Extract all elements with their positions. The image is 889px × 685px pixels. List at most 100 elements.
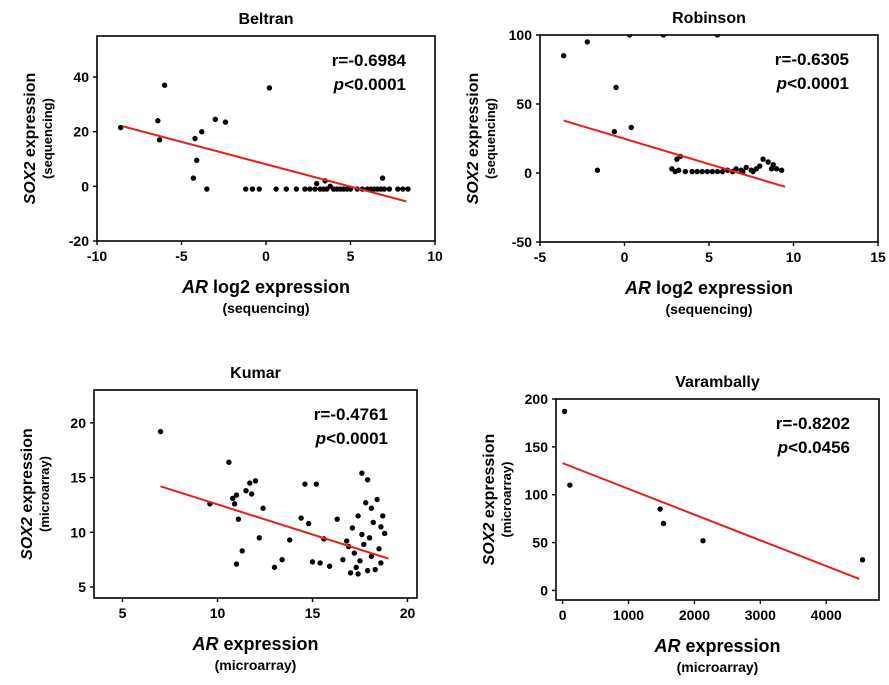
data-points	[157, 428, 388, 577]
data-point	[271, 564, 278, 571]
y-axis-label-group: SOX2 expression	[22, 73, 39, 205]
x-axis-label-rest: expression	[218, 634, 318, 654]
data-point	[353, 564, 359, 571]
y-tick-label: 5	[78, 579, 86, 595]
data-point	[567, 482, 573, 488]
y-tick-label: 100	[525, 487, 549, 503]
x-axis-label: AR expression	[653, 636, 780, 656]
x-tick-label: 10	[786, 249, 802, 265]
regression-line	[562, 462, 860, 580]
data-point	[287, 537, 293, 543]
x-tick-label: 15	[305, 605, 321, 621]
data-point	[368, 553, 375, 560]
data-point	[340, 556, 346, 563]
data-point	[743, 164, 749, 171]
stat-p-italic: p	[776, 74, 787, 93]
data-point	[157, 428, 164, 435]
x-tick-label: 4000	[811, 607, 842, 623]
x-tick-label: 5	[119, 605, 127, 621]
data-point	[379, 175, 386, 181]
regression-line	[122, 125, 407, 203]
x-axis-sublabel: (microarray)	[677, 659, 759, 675]
data-point	[256, 186, 262, 192]
data-point	[859, 557, 866, 563]
data-point	[382, 530, 388, 537]
stat-r: r=-0.4761	[314, 405, 388, 424]
data-point	[326, 563, 333, 569]
data-point	[770, 162, 776, 168]
data-point	[309, 559, 316, 565]
data-point	[212, 116, 218, 123]
stat-p-rest: <0.0001	[787, 74, 849, 93]
data-point	[660, 35, 667, 38]
x-tick-label: 0	[262, 248, 270, 264]
data-point	[378, 524, 384, 530]
data-point	[376, 546, 382, 552]
data-point	[613, 84, 619, 91]
data-point	[243, 186, 249, 192]
data-point	[657, 506, 663, 512]
data-point	[233, 561, 240, 567]
data-point	[199, 128, 205, 135]
x-tick-label: 10	[427, 248, 443, 264]
y-tick-label: 20	[70, 415, 86, 431]
data-point	[302, 186, 308, 192]
data-point	[359, 470, 365, 476]
data-point	[675, 167, 682, 173]
data-point	[334, 516, 340, 522]
data-point	[611, 128, 618, 135]
y-tick-label: -50	[512, 234, 532, 250]
x-tick-label: 0	[621, 249, 629, 265]
stat-p: p<0.0001	[776, 74, 849, 93]
data-point	[349, 525, 356, 531]
data-point	[378, 560, 384, 566]
data-point	[561, 408, 568, 415]
chart-title: Robinson	[672, 10, 746, 27]
x-tick-label: 5	[705, 249, 713, 265]
data-point	[298, 515, 304, 521]
x-axis-sublabel: (microarray)	[215, 657, 297, 673]
x-axis-sublabel: (sequencing)	[222, 300, 309, 316]
data-point	[344, 538, 350, 544]
stat-r: r=-0.8202	[776, 414, 850, 433]
x-axis-label-rest: log2 expression	[651, 278, 793, 298]
y-axis-label-group: SOX2 expression	[465, 73, 482, 205]
x-tick-label: 10	[210, 605, 226, 621]
stat-p: p<0.0456	[777, 438, 850, 457]
y-axis-label-rest: expression	[465, 73, 482, 162]
stat-p-italic: p	[777, 438, 788, 457]
data-point	[283, 186, 289, 192]
y-tick-label: 40	[73, 69, 89, 85]
regression-line	[563, 119, 786, 188]
data-point	[719, 168, 726, 175]
y-axis-label-italic: SOX2	[22, 162, 39, 205]
data-point	[361, 541, 367, 548]
data-points	[117, 82, 411, 192]
y-tick-label: 150	[525, 439, 549, 455]
stat-r: r=-0.6305	[775, 50, 849, 69]
y-tick-label: 20	[73, 124, 89, 140]
y-axis-label: SOX2 expression	[481, 434, 498, 566]
data-point	[190, 175, 197, 181]
y-axis-label-group: SOX2 expression	[19, 428, 36, 560]
data-point	[231, 501, 238, 507]
data-point	[400, 186, 406, 192]
data-point	[380, 513, 386, 519]
data-point	[117, 124, 124, 131]
x-axis-label-italic: AR	[191, 634, 218, 654]
y-tick-label: -20	[69, 233, 89, 249]
data-point	[239, 548, 245, 554]
data-point	[370, 519, 376, 526]
data-point	[204, 186, 210, 192]
x-axis-label-rest: expression	[680, 636, 780, 656]
stat-p-rest: <0.0001	[326, 429, 388, 448]
data-point	[355, 513, 361, 519]
data-point	[302, 481, 308, 487]
data-point	[760, 156, 766, 162]
y-axis-sublabel: (sequencing)	[483, 98, 498, 179]
x-axis-label-italic: AR	[624, 278, 651, 298]
data-points	[560, 35, 785, 175]
data-points	[561, 408, 866, 563]
